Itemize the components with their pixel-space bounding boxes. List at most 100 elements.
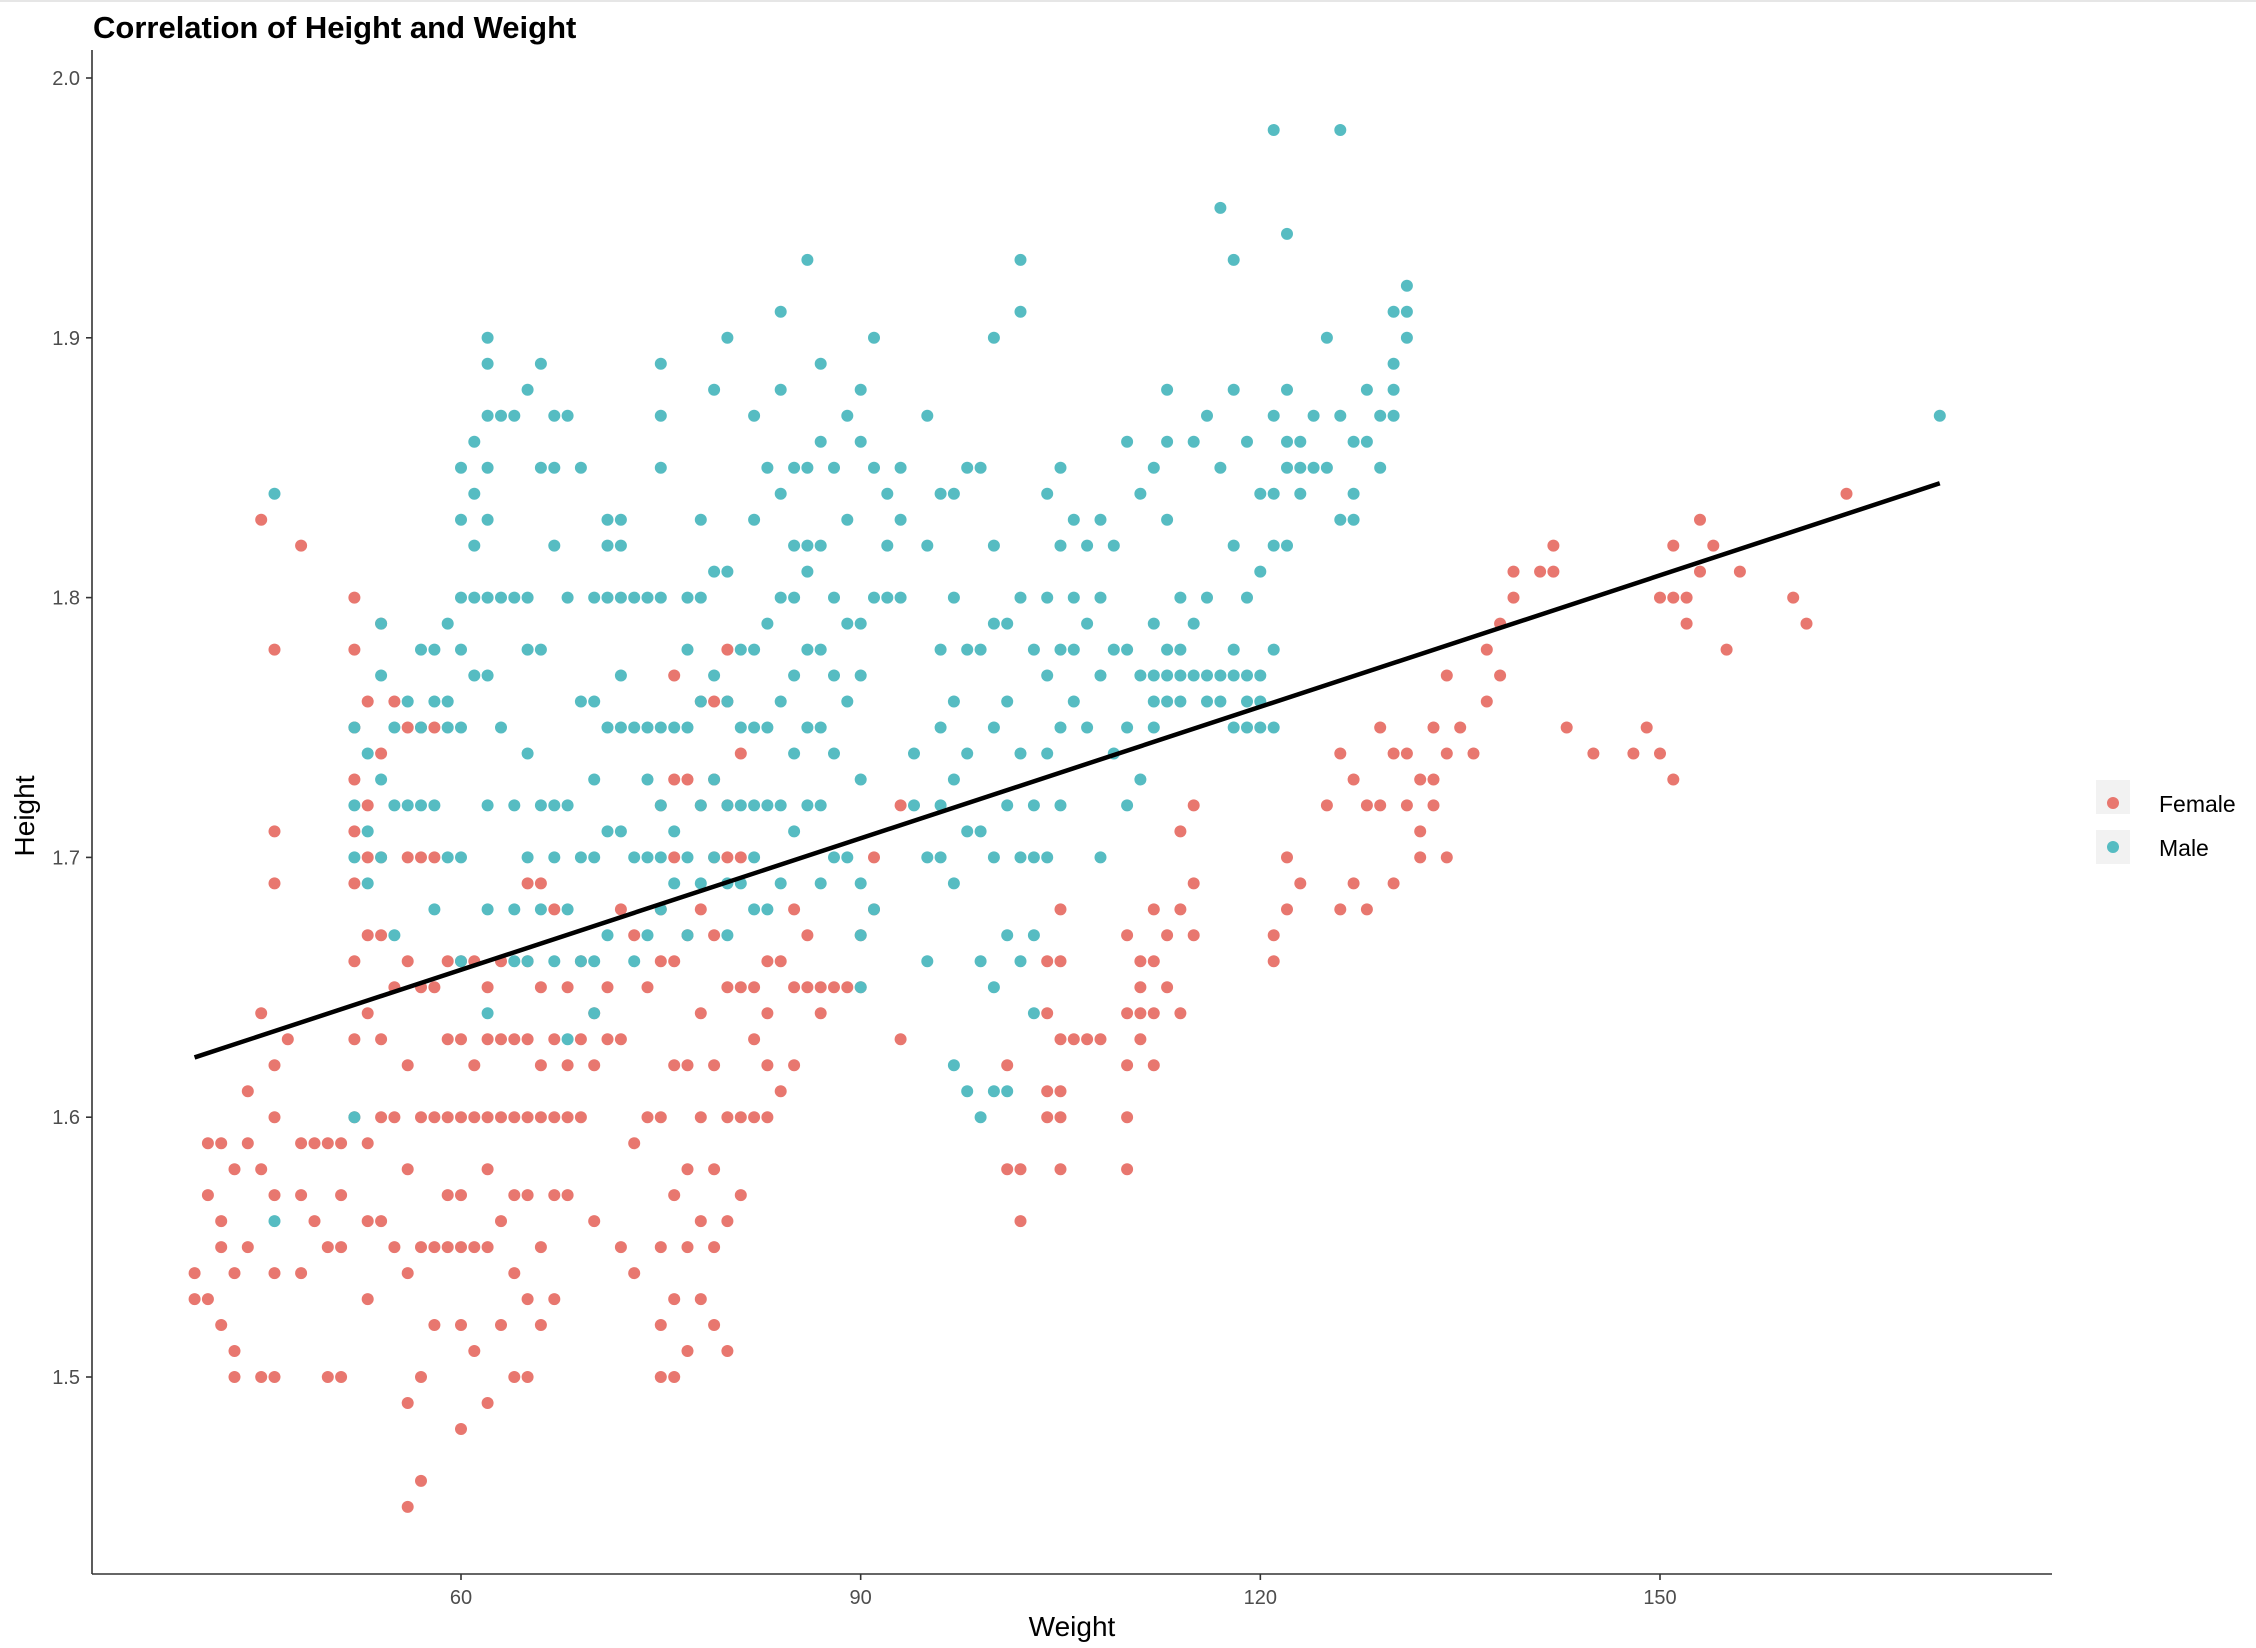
data-point-male [1214,461,1227,474]
data-point-female [401,955,414,968]
data-point-male [1387,409,1400,422]
data-point-female [1400,799,1413,812]
data-point-male [614,825,627,838]
data-point-male [508,903,521,916]
data-point-male [947,487,960,500]
axes-layer [91,50,2052,1575]
data-point-male [1294,461,1307,474]
data-point-male [881,487,894,500]
data-point-male [961,643,974,656]
data-point-female [561,1059,574,1072]
data-point-female [1054,1085,1067,1098]
data-point-female [1121,1007,1134,1020]
data-point-male [1147,669,1160,682]
data-point-female [401,1397,414,1409]
x-tick-label: 60 [450,1587,472,1609]
data-point-male [1254,669,1267,682]
data-point-female [481,1033,494,1046]
data-point-male [375,617,388,630]
data-point-male [1227,721,1240,734]
series-male [268,124,1946,1228]
data-point-male [1214,201,1227,214]
data-point-male [854,877,867,890]
data-point-male [574,851,587,864]
data-point-male [974,461,987,474]
data-point-female [441,1189,454,1202]
data-point-female [215,1241,228,1254]
data-point-female [814,981,827,994]
data-point-male [774,877,787,890]
data-point-female [1654,591,1666,604]
data-point-male [774,591,787,604]
data-point-male [1334,513,1347,526]
data-point-male [1107,643,1120,656]
data-point-male [481,669,494,682]
data-point-female [215,1319,228,1331]
data-point-male [1014,955,1027,968]
data-point-male [1334,409,1347,422]
data-point-male [828,461,840,474]
data-point-male [1174,695,1187,708]
data-point-male [455,591,467,604]
data-point-female [1147,955,1160,968]
data-point-male [361,877,374,890]
data-point-female [228,1371,241,1383]
data-point-male [681,929,694,942]
data-point-male [348,721,361,734]
data-point-female [1147,1007,1160,1020]
data-point-female [641,1111,654,1124]
data-point-male [1094,669,1107,682]
data-point-male [947,1059,960,1072]
data-point-male [1054,461,1067,474]
data-point-male [1161,435,1174,448]
data-point-female [388,1111,401,1124]
data-point-female [521,1189,534,1202]
data-point-female [388,695,401,708]
data-point-female [548,1111,561,1124]
data-point-male [961,1085,974,1098]
data-point-male [881,591,894,604]
data-point-male [1001,929,1014,942]
legend-dot-female [2107,797,2119,809]
data-point-male [1147,721,1160,734]
data-point-female [708,695,721,708]
data-point-female [1147,1059,1160,1072]
data-point-female [268,1267,281,1280]
data-point-male [1214,695,1227,708]
data-point-male [1347,435,1360,448]
data-point-female [654,1319,667,1331]
data-point-male [1294,487,1307,500]
data-point-female [1507,565,1520,578]
data-point-female [455,1423,467,1435]
data-point-male [1387,305,1400,318]
data-point-female [361,929,374,942]
data-point-female [375,929,388,942]
data-point-female [548,1033,561,1046]
data-point-male [1227,643,1240,656]
data-point-female [428,851,441,864]
data-point-female [415,1111,427,1124]
data-point-female [814,1007,827,1020]
data-point-female [361,799,374,812]
data-point-male [508,591,521,604]
data-point-male [588,851,601,864]
data-point-male [987,331,1000,344]
data-point-male [668,877,681,890]
data-point-female [308,1137,321,1150]
data-point-male [1241,695,1253,708]
data-point-male [388,799,401,812]
data-point-male [1933,409,1946,422]
data-point-male [961,825,974,838]
data-point-female [268,877,281,890]
data-point-male [1081,539,1094,552]
data-point-male [1294,435,1307,448]
x-tick-label: 120 [1244,1587,1277,1609]
data-point-female [721,643,734,656]
data-point-male [654,461,667,474]
data-point-male [654,721,667,734]
data-point-male [614,669,627,682]
data-point-female [321,1371,334,1383]
data-point-female [708,1319,721,1331]
y-axis-title: Height [9,775,40,856]
data-point-male [548,409,561,422]
